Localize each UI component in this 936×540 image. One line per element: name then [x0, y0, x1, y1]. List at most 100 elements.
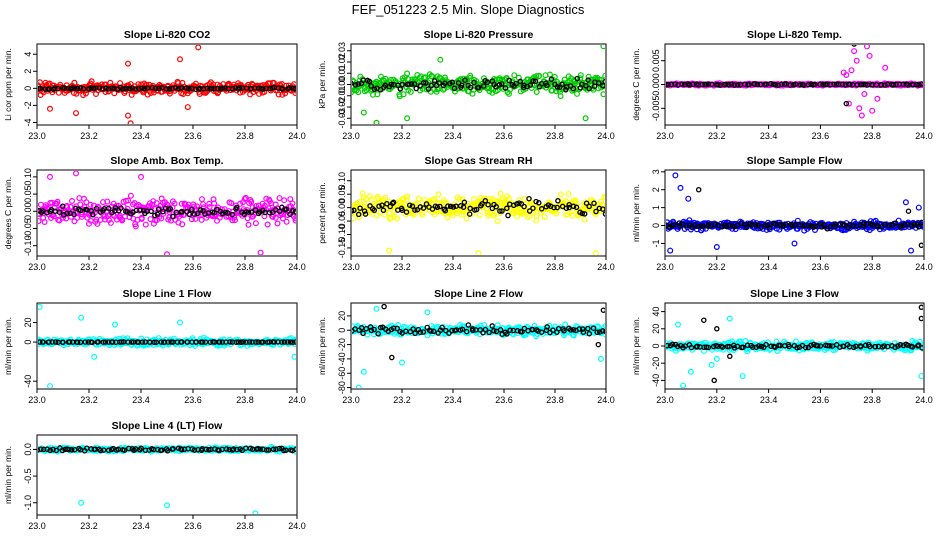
data-point [399, 359, 406, 366]
data-point [373, 305, 380, 312]
data-point [90, 211, 96, 218]
data-point [148, 208, 154, 215]
y-tick-label: -0.005 [651, 96, 661, 122]
data-point [112, 205, 119, 211]
x-tick-label: 24.0 [915, 131, 933, 141]
data-point [429, 206, 436, 212]
x-tick-label: 23.8 [236, 521, 254, 531]
data-point [123, 85, 130, 92]
data-point [50, 446, 56, 453]
data-point [573, 204, 580, 211]
y-tick-label: 2 [651, 187, 661, 192]
data-point [124, 60, 131, 67]
data-point [276, 195, 283, 202]
data-point [352, 82, 359, 88]
data-point [532, 78, 539, 85]
data-point [562, 198, 569, 205]
data-point [292, 208, 296, 215]
chart-panel: Slope Line 3 Flow 23.0 23.2 23.4 23.6 23.8 24.… [631, 288, 933, 405]
data-point [465, 322, 472, 328]
data-point [666, 342, 670, 349]
data-point [442, 80, 448, 87]
data-points [666, 45, 923, 119]
y-tick-label: 0 [651, 223, 661, 228]
x-tick-label: 23.2 [393, 131, 411, 141]
data-point [569, 212, 576, 219]
data-point [255, 445, 261, 452]
data-point [389, 354, 395, 361]
data-point [366, 78, 373, 85]
data-point [252, 510, 259, 514]
data-point [377, 324, 384, 331]
data-point [666, 222, 670, 229]
data-point [585, 77, 591, 83]
data-point [687, 368, 694, 375]
data-point [147, 216, 154, 223]
data-point [725, 81, 732, 88]
data-point [109, 339, 116, 345]
data-point [216, 214, 223, 221]
data-point [563, 87, 569, 93]
data-point [125, 339, 131, 345]
data-point [283, 218, 290, 225]
x-tick-label: 24.0 [288, 262, 306, 272]
data-point [445, 203, 451, 209]
data-point [833, 81, 840, 87]
plot-frame [36, 302, 298, 390]
data-point [266, 209, 273, 216]
data-point [77, 207, 84, 214]
data-point [191, 447, 198, 453]
chart-panel: Slope Li-820 Temp. 23.0 23.2 23.4 23.6 23.8 24… [631, 29, 933, 141]
data-point [274, 220, 281, 227]
data-point [477, 327, 484, 333]
data-point [420, 329, 427, 335]
data-point [352, 210, 355, 217]
data-point [287, 211, 293, 217]
data-point [546, 71, 553, 78]
data-point [846, 343, 853, 350]
data-point [184, 104, 191, 111]
x-tick-label: 23.2 [80, 395, 98, 405]
series-selected [38, 445, 296, 454]
x-tick-label: 24.0 [288, 521, 306, 531]
data-point [450, 204, 457, 210]
data-point [475, 250, 482, 255]
data-point [281, 339, 288, 345]
data-point [355, 211, 362, 218]
x-tick-label: 23.4 [444, 395, 462, 405]
x-tick-label: 23.6 [812, 395, 830, 405]
data-point [669, 341, 676, 348]
data-point [352, 207, 357, 214]
data-point [186, 211, 193, 218]
data-point [437, 56, 444, 63]
data-point [602, 194, 605, 201]
plot-frame [350, 302, 607, 390]
data-point [488, 85, 495, 92]
data-point [497, 208, 503, 214]
data-point [763, 341, 769, 348]
x-tick-label: 24.0 [915, 262, 933, 272]
data-point [158, 215, 165, 222]
data-point [91, 353, 98, 360]
data-point [473, 206, 480, 213]
x-tick-label: 23.4 [760, 131, 778, 141]
data-point [442, 207, 449, 214]
data-point [105, 447, 112, 454]
data-point [82, 90, 89, 97]
data-point [234, 204, 240, 211]
y-tick-label: -1 [651, 239, 661, 247]
data-point [688, 344, 695, 351]
y-tick-label: 40 [651, 307, 661, 317]
data-point [94, 220, 101, 227]
data-point [467, 205, 473, 212]
data-point [592, 250, 599, 255]
x-tick-label: 23.4 [760, 395, 778, 405]
data-point [583, 200, 590, 206]
data-point [843, 100, 850, 107]
data-point [489, 323, 495, 329]
data-point [843, 71, 850, 78]
data-point [100, 339, 107, 345]
data-point [381, 304, 387, 310]
data-point [111, 321, 118, 328]
